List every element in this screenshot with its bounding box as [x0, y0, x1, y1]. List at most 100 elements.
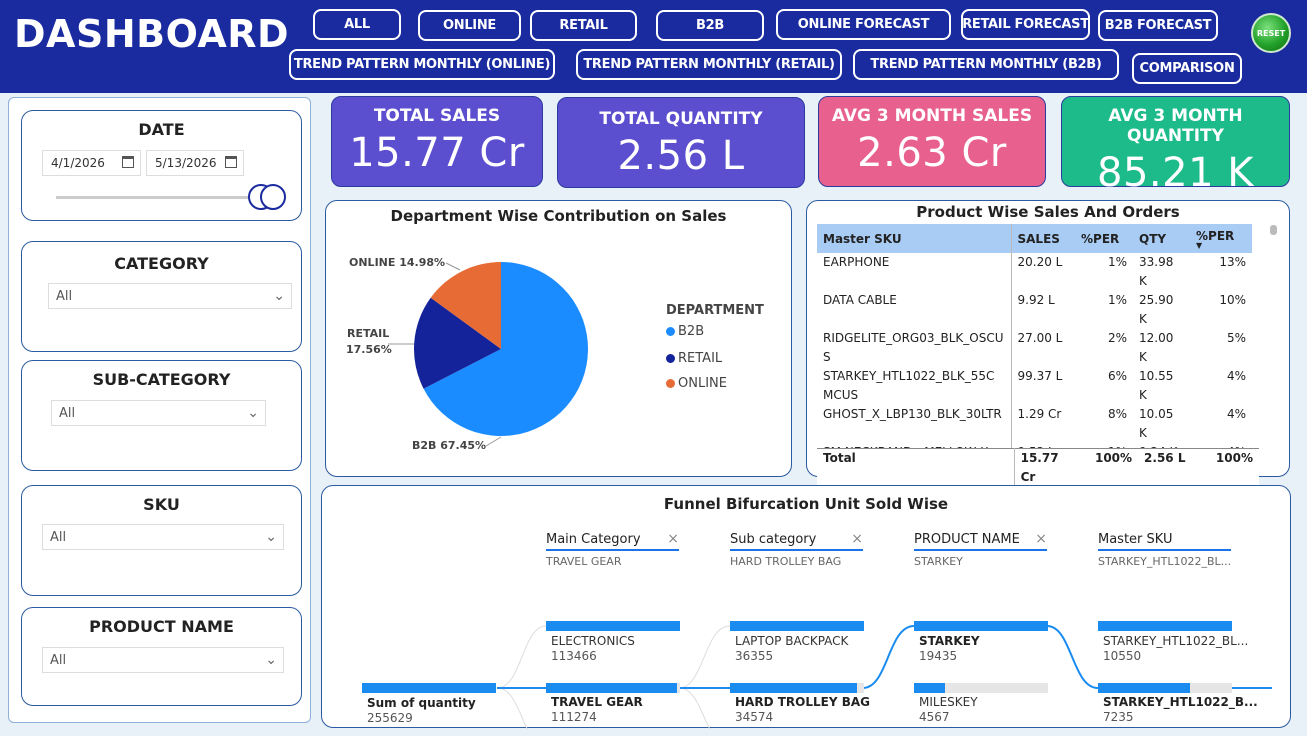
- funnel-connectors: [496, 625, 1272, 729]
- legend-label: ONLINE: [678, 376, 727, 391]
- date-slider-end-handle[interactable]: [260, 184, 286, 210]
- funnel-node-value: 34574: [735, 710, 774, 724]
- legend-dot: [666, 354, 675, 363]
- sub-category-filter-title: SUB-CATEGORY: [92, 370, 231, 389]
- date-filter: DATE 4/1/2026 5/13/2026: [21, 110, 302, 221]
- funnel-node-bar[interactable]: [730, 621, 864, 631]
- table-cell-per: 8%: [1107, 407, 1127, 421]
- funnel-node-bar[interactable]: [914, 621, 1048, 631]
- table-cell-sales: 27.00 L: [1017, 331, 1063, 345]
- funnel-title: Funnel Bifurcation Unit Sold Wise: [663, 495, 949, 513]
- nav-button-b2b[interactable]: B2B: [656, 10, 764, 41]
- funnel-node-bar-bg: [914, 683, 1048, 693]
- nav-button-comparison[interactable]: COMPARISON: [1132, 53, 1242, 84]
- table-cell-qty-per: 4%: [1226, 407, 1246, 421]
- column-header-master-sku[interactable]: Master SKU: [817, 224, 1012, 253]
- sku-dropdown-value: All: [50, 529, 67, 545]
- column-header-sales[interactable]: SALES: [1011, 224, 1075, 253]
- funnel-node-bar[interactable]: [546, 621, 680, 631]
- date-slider-track[interactable]: [56, 196, 256, 199]
- funnel-root-bar[interactable]: [362, 683, 496, 693]
- close-icon[interactable]: ×: [1035, 531, 1047, 547]
- nav-button-trend-b2b[interactable]: TREND PATTERN MONTHLY (B2B): [853, 49, 1119, 80]
- nav-button-retail[interactable]: RETAIL: [530, 10, 637, 41]
- funnel-level-sub-category[interactable]: Sub category ×: [730, 531, 863, 551]
- nav-button-trend-retail[interactable]: TREND PATTERN MONTHLY (RETAIL): [576, 49, 842, 80]
- funnel-level-selected: HARD TROLLEY BAG: [730, 555, 842, 568]
- sort-desc-icon[interactable]: ▼: [1196, 240, 1203, 250]
- sub-category-dropdown[interactable]: All ⌄: [51, 400, 266, 426]
- column-header-per[interactable]: %PER: [1075, 224, 1133, 253]
- table-cell-qty-per: 10%: [1219, 293, 1246, 307]
- table-cell-qty: 25.90 K: [1139, 293, 1174, 326]
- start-date-value: 4/1/2026: [51, 156, 105, 170]
- funnel-level-head: Main Category: [546, 532, 641, 547]
- funnel-node-value: 10550: [1103, 649, 1142, 663]
- pie-chart: [388, 262, 588, 447]
- pie-slice-b2b[interactable]: [423, 262, 588, 436]
- table-row[interactable]: GHOST_X_LBP130_BLK_30LTR 1.29 Cr 8% 10.05 K…: [817, 405, 1252, 443]
- sku-filter: SKU All ⌄: [21, 485, 302, 596]
- table-cell-sales: 9.92 L: [1017, 293, 1055, 307]
- start-date-input[interactable]: 4/1/2026: [42, 150, 141, 176]
- legend-dot: [666, 379, 675, 388]
- category-dropdown[interactable]: All ⌄: [48, 283, 292, 309]
- table-row[interactable]: DATA CABLE 9.92 L 1% 25.90 K 10%: [817, 291, 1252, 329]
- sku-filter-title: SKU: [143, 495, 180, 514]
- kpi-label: AVG 3 MONTH QUANTITY: [1108, 106, 1243, 146]
- nav-button-retail-forecast[interactable]: RETAIL FORECAST: [961, 9, 1090, 40]
- legend-item-online[interactable]: ONLINE: [666, 376, 727, 391]
- reset-button[interactable]: RESET: [1251, 13, 1291, 53]
- funnel-node-bar[interactable]: [914, 683, 945, 693]
- table-cell-sku: EARPHONE: [817, 253, 1012, 291]
- chevron-down-icon[interactable]: ⌄: [265, 652, 277, 668]
- nav-button-online-forecast[interactable]: ONLINE FORECAST: [776, 9, 951, 40]
- chevron-down-icon[interactable]: ⌄: [247, 405, 259, 421]
- pie-label-retail-name: RETAIL: [347, 327, 390, 340]
- funnel-level-master-sku[interactable]: Master SKU: [1098, 532, 1231, 551]
- nav-button-b2b-forecast[interactable]: B2B FORECAST: [1098, 10, 1218, 41]
- product-name-dropdown[interactable]: All ⌄: [42, 647, 284, 673]
- sub-category-dropdown-value: All: [59, 405, 76, 421]
- kpi-card-avg-3-month-quantity: AVG 3 MONTH QUANTITY 85.21 K: [1061, 96, 1290, 196]
- legend-item-b2b[interactable]: B2B: [666, 324, 704, 339]
- table-scroll-area[interactable]: Master SKU SALES %PER QTY %PER ▼ EARPHONE…: [817, 224, 1259, 466]
- pie-slice-retail[interactable]: [414, 297, 501, 389]
- funnel-level-main-category[interactable]: Main Category ×: [546, 531, 679, 551]
- table-cell-qty: 10.05 K: [1139, 407, 1174, 440]
- table-row[interactable]: RIDGELITE_ORG03_BLK_OSCUS 27.00 L 2% 12.00 …: [817, 329, 1252, 367]
- product-table: Master SKU SALES %PER QTY %PER ▼ EARPHONE…: [817, 224, 1253, 466]
- sku-dropdown[interactable]: All ⌄: [42, 524, 284, 550]
- table-total: Total 15.77 Cr 100% 2.56 L 100%: [817, 448, 1259, 487]
- table-cell-qty-per: 5%: [1226, 331, 1246, 345]
- table-row[interactable]: EARPHONE 20.20 L 1% 33.98 K 13%: [817, 253, 1252, 291]
- legend-dot: [666, 327, 675, 336]
- kpi-value: 85.21 K: [1097, 150, 1254, 196]
- close-icon[interactable]: ×: [667, 531, 679, 547]
- table-cell-per: 1%: [1107, 255, 1127, 269]
- nav-button-online[interactable]: ONLINE: [418, 10, 521, 41]
- funnel-level-head: Master SKU: [1098, 532, 1173, 547]
- chevron-down-icon[interactable]: ⌄: [265, 529, 277, 545]
- funnel-level-product-name[interactable]: PRODUCT NAME ×: [914, 531, 1047, 551]
- table-cell-sales: 1.29 Cr: [1017, 407, 1062, 421]
- nav-button-trend-online[interactable]: TREND PATTERN MONTHLY (ONLINE): [289, 49, 555, 80]
- calendar-icon[interactable]: [225, 156, 237, 168]
- product-name-filter-title: PRODUCT NAME: [89, 617, 234, 636]
- table-row[interactable]: STARKEY_HTL1022_BLK_55CMCUS 99.37 L 6% 10.5…: [817, 367, 1252, 405]
- column-header-qty[interactable]: QTY: [1133, 224, 1190, 253]
- scrollbar-thumb[interactable]: [1270, 225, 1277, 235]
- pie-slice-online[interactable]: [430, 262, 501, 349]
- funnel-node-bar[interactable]: [730, 683, 857, 693]
- funnel-node-value: 4567: [919, 710, 950, 724]
- close-icon[interactable]: ×: [851, 531, 863, 547]
- chevron-down-icon[interactable]: ⌄: [273, 288, 285, 304]
- end-date-input[interactable]: 5/13/2026: [146, 150, 244, 176]
- funnel-node-bar[interactable]: [1098, 621, 1232, 631]
- nav-button-all[interactable]: ALL: [313, 9, 401, 40]
- column-header-qty-per[interactable]: %PER ▼: [1190, 224, 1252, 253]
- calendar-icon[interactable]: [122, 156, 134, 168]
- funnel-node-bar[interactable]: [546, 683, 677, 693]
- funnel-node-bar[interactable]: [1098, 683, 1190, 693]
- legend-item-retail[interactable]: RETAIL: [666, 351, 722, 366]
